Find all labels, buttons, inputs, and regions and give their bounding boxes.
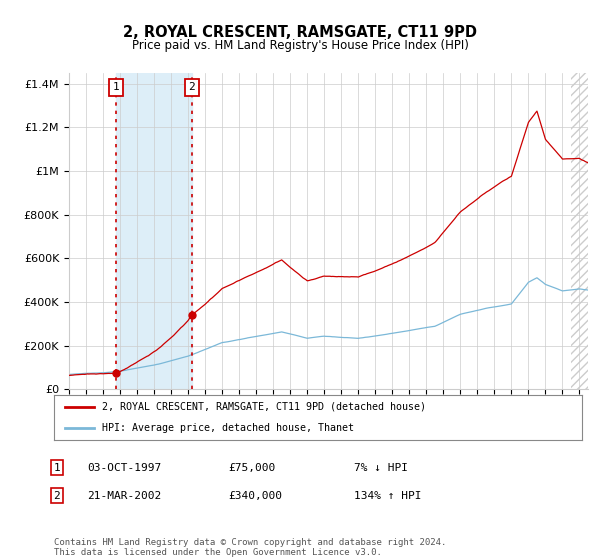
Text: Price paid vs. HM Land Registry's House Price Index (HPI): Price paid vs. HM Land Registry's House … [131, 39, 469, 52]
Text: 1: 1 [112, 82, 119, 92]
Text: HPI: Average price, detached house, Thanet: HPI: Average price, detached house, Than… [101, 422, 353, 432]
Text: 03-OCT-1997: 03-OCT-1997 [87, 463, 161, 473]
Text: 134% ↑ HPI: 134% ↑ HPI [354, 491, 421, 501]
Text: 1: 1 [53, 463, 61, 473]
Text: 2, ROYAL CRESCENT, RAMSGATE, CT11 9PD: 2, ROYAL CRESCENT, RAMSGATE, CT11 9PD [123, 25, 477, 40]
Text: Contains HM Land Registry data © Crown copyright and database right 2024.
This d: Contains HM Land Registry data © Crown c… [54, 538, 446, 557]
Bar [116, 73, 192, 389]
Text: 2: 2 [53, 491, 61, 501]
Text: 7% ↓ HPI: 7% ↓ HPI [354, 463, 408, 473]
Text: £75,000: £75,000 [228, 463, 275, 473]
Text: £340,000: £340,000 [228, 491, 282, 501]
Text: 2, ROYAL CRESCENT, RAMSGATE, CT11 9PD (detached house): 2, ROYAL CRESCENT, RAMSGATE, CT11 9PD (d… [101, 402, 425, 412]
Text: 21-MAR-2002: 21-MAR-2002 [87, 491, 161, 501]
Text: 2: 2 [188, 82, 195, 92]
Bar [571, 73, 588, 389]
